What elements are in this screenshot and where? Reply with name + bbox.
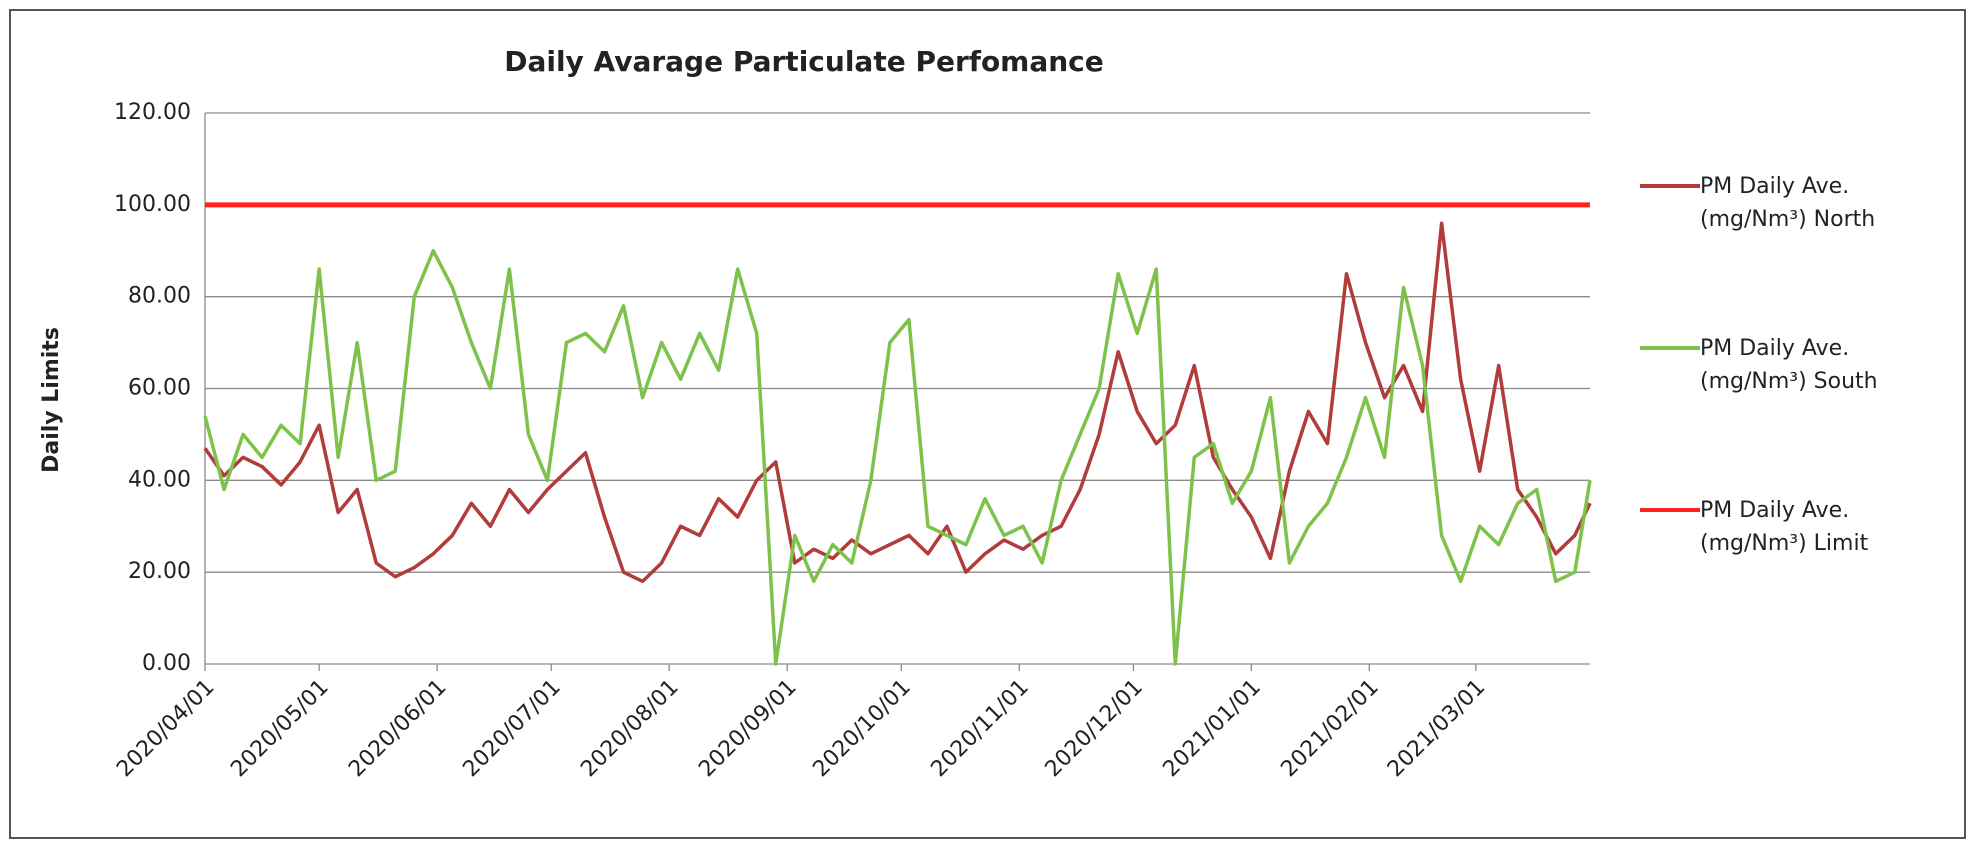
y-tick-label: 20.00 xyxy=(128,559,191,584)
legend-label: PM Daily Ave. (mg/Nm³) North xyxy=(1700,174,1876,232)
chart-frame xyxy=(9,9,1966,839)
legend: PM Daily Ave. (mg/Nm³) North PM Daily Ave… xyxy=(1640,170,1940,656)
legend-entry: PM Daily Ave. (mg/Nm³) South xyxy=(1640,332,1940,494)
series-line xyxy=(203,221,1592,584)
x-tick-label: 2021/01/01 xyxy=(1158,675,1265,782)
y-tick-label: 60.00 xyxy=(128,376,191,401)
x-tick-label: 2020/07/01 xyxy=(458,675,565,782)
legend-swatch xyxy=(1640,184,1700,188)
y-axis-label: Daily Limits xyxy=(39,327,64,473)
x-tick-label: 2020/04/01 xyxy=(112,675,219,782)
y-tick-label: 120.00 xyxy=(114,100,191,125)
legend-label: PM Daily Ave. (mg/Nm³) Limit xyxy=(1700,498,1869,556)
legend-entry: PM Daily Ave. (mg/Nm³) Limit xyxy=(1640,494,1940,656)
series-line xyxy=(203,249,1592,666)
y-tick-label: 100.00 xyxy=(114,192,191,217)
chart-title: Daily Avarage Particulate Perfomance xyxy=(504,45,1104,78)
x-tick-label: 2020/12/01 xyxy=(1041,675,1148,782)
x-tick-label: 2021/03/01 xyxy=(1383,675,1490,782)
legend-swatch xyxy=(1640,508,1700,512)
legend-entry: PM Daily Ave. (mg/Nm³) North xyxy=(1640,170,1940,332)
x-tick-label: 2020/11/01 xyxy=(926,675,1033,782)
x-tick-label: 2021/02/01 xyxy=(1276,675,1383,782)
x-tick-label: 2020/08/01 xyxy=(576,675,683,782)
x-tick-label: 2020/10/01 xyxy=(808,675,915,782)
y-tick-label: 40.00 xyxy=(128,467,191,492)
legend-swatch xyxy=(1640,346,1700,350)
y-tick-label: 0.00 xyxy=(142,651,191,676)
legend-label: PM Daily Ave. (mg/Nm³) South xyxy=(1700,336,1878,394)
x-tick-label: 2020/09/01 xyxy=(694,675,801,782)
y-tick-label: 80.00 xyxy=(128,284,191,309)
x-tick-label: 2020/05/01 xyxy=(226,675,333,782)
x-tick-label: 2020/06/01 xyxy=(344,675,451,782)
